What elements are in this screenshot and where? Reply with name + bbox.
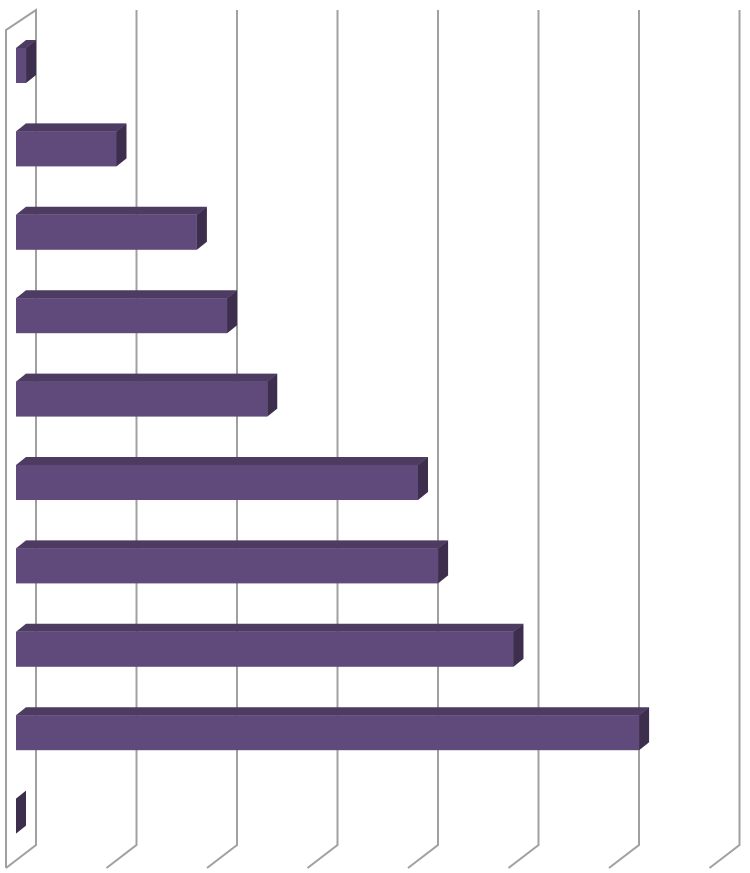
- bar-side: [16, 790, 26, 834]
- bar: [16, 457, 428, 500]
- bar-front: [16, 48, 27, 83]
- bar-top: [16, 373, 278, 382]
- bar: [16, 40, 37, 83]
- grid-line: [708, 10, 741, 869]
- bar: [16, 373, 278, 417]
- bar-side: [26, 40, 37, 83]
- bar: [16, 123, 127, 167]
- bar-top: [16, 457, 428, 465]
- grid-line: [608, 10, 640, 869]
- bar: [16, 290, 238, 334]
- bar-side: [639, 707, 650, 751]
- grid-line: [206, 10, 238, 869]
- bar-front: [16, 214, 197, 250]
- bar-top: [16, 123, 127, 132]
- bar-front: [16, 381, 268, 417]
- bar: [16, 206, 207, 250]
- bar-side: [196, 206, 207, 250]
- grid-line: [105, 10, 138, 869]
- bar-front: [16, 298, 228, 334]
- bar: [16, 790, 26, 834]
- bar-side: [267, 373, 278, 417]
- bar-top: [16, 206, 207, 215]
- grid-line: [407, 10, 439, 869]
- bar-side: [418, 457, 428, 500]
- grid-line: [306, 10, 339, 869]
- bar-front: [16, 131, 117, 167]
- bar-front: [16, 715, 640, 751]
- bar-side: [438, 540, 449, 584]
- bar-top: [16, 707, 650, 716]
- bar-front: [16, 548, 439, 584]
- bar-top: [16, 290, 238, 299]
- bar: [16, 707, 650, 751]
- bar-front: [16, 631, 514, 667]
- bar: [16, 540, 449, 584]
- bar: [16, 623, 524, 667]
- bar-top: [16, 623, 524, 632]
- bar-side: [513, 623, 524, 667]
- grid-line: [5, 10, 37, 869]
- bar-front: [16, 465, 418, 500]
- grid-line: [507, 10, 540, 869]
- bar-side: [227, 290, 238, 334]
- bar-top: [16, 540, 449, 549]
- bar-top: [16, 40, 37, 48]
- bar-side: [116, 123, 127, 167]
